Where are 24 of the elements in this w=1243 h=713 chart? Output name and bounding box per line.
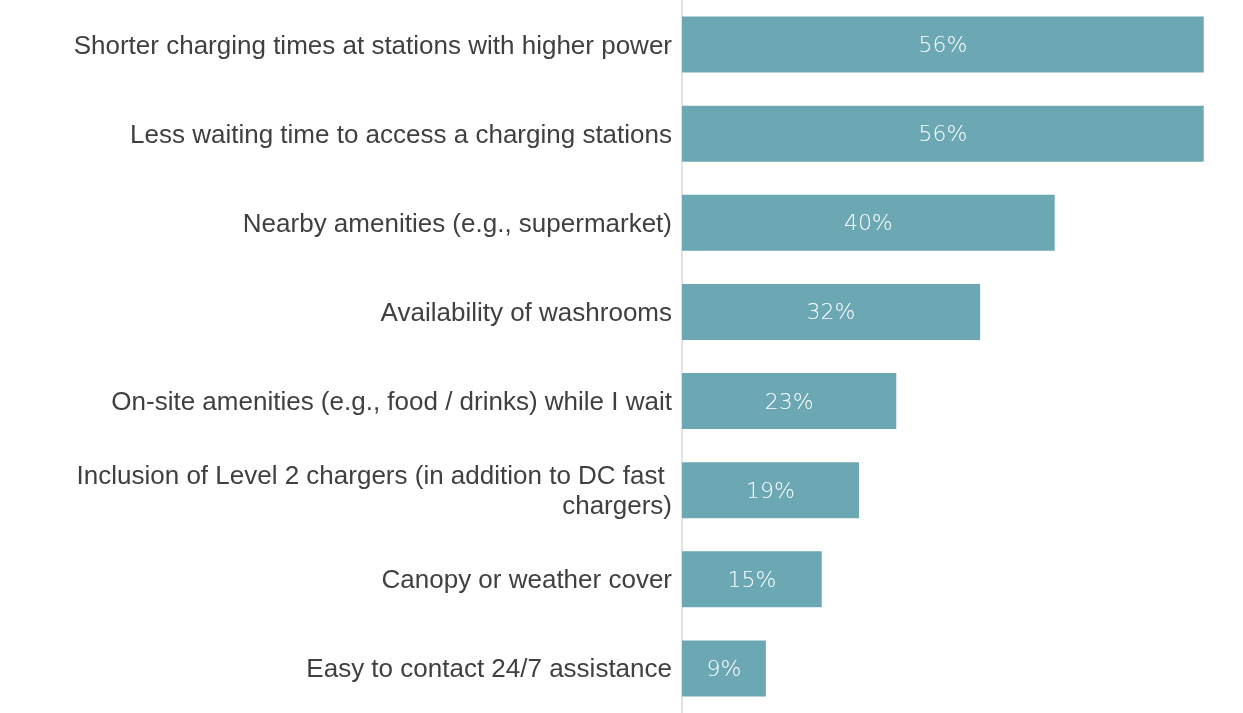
y-tick-label: Shorter charging times at stations with higher power <box>73 29 673 60</box>
data-label: 9% <box>706 655 742 681</box>
bar <box>682 105 1204 162</box>
bar <box>682 283 981 340</box>
data-label: 19% <box>746 477 795 503</box>
y-tick-label: Nearby amenities (e.g., supermarket) <box>242 207 672 238</box>
bar <box>682 194 1055 251</box>
y-tick-label: Easy to contact 24/7 assistance <box>306 653 672 684</box>
y-tick-label: Less waiting time to access a charging stations <box>130 118 672 149</box>
bar <box>682 373 897 430</box>
bar <box>682 640 766 697</box>
data-label: 32% <box>806 299 856 325</box>
data-label: 23% <box>764 388 814 414</box>
bar <box>682 16 1204 73</box>
y-tick-label: On-site amenities (e.g., food / drinks) while I wait <box>111 386 673 417</box>
data-label: 40% <box>843 210 893 236</box>
data-label: 15% <box>727 566 777 592</box>
data-label: 56% <box>918 121 968 147</box>
y-tick-label: Inclusion of Level 2 chargers (in addition to DC fast chargers) <box>76 460 672 521</box>
y-tick-label: Availability of washrooms <box>380 296 672 327</box>
data-label: 56% <box>918 32 968 58</box>
y-tick-label: Canopy or weather cover <box>381 564 673 595</box>
bar <box>682 551 822 608</box>
bar <box>682 462 860 519</box>
